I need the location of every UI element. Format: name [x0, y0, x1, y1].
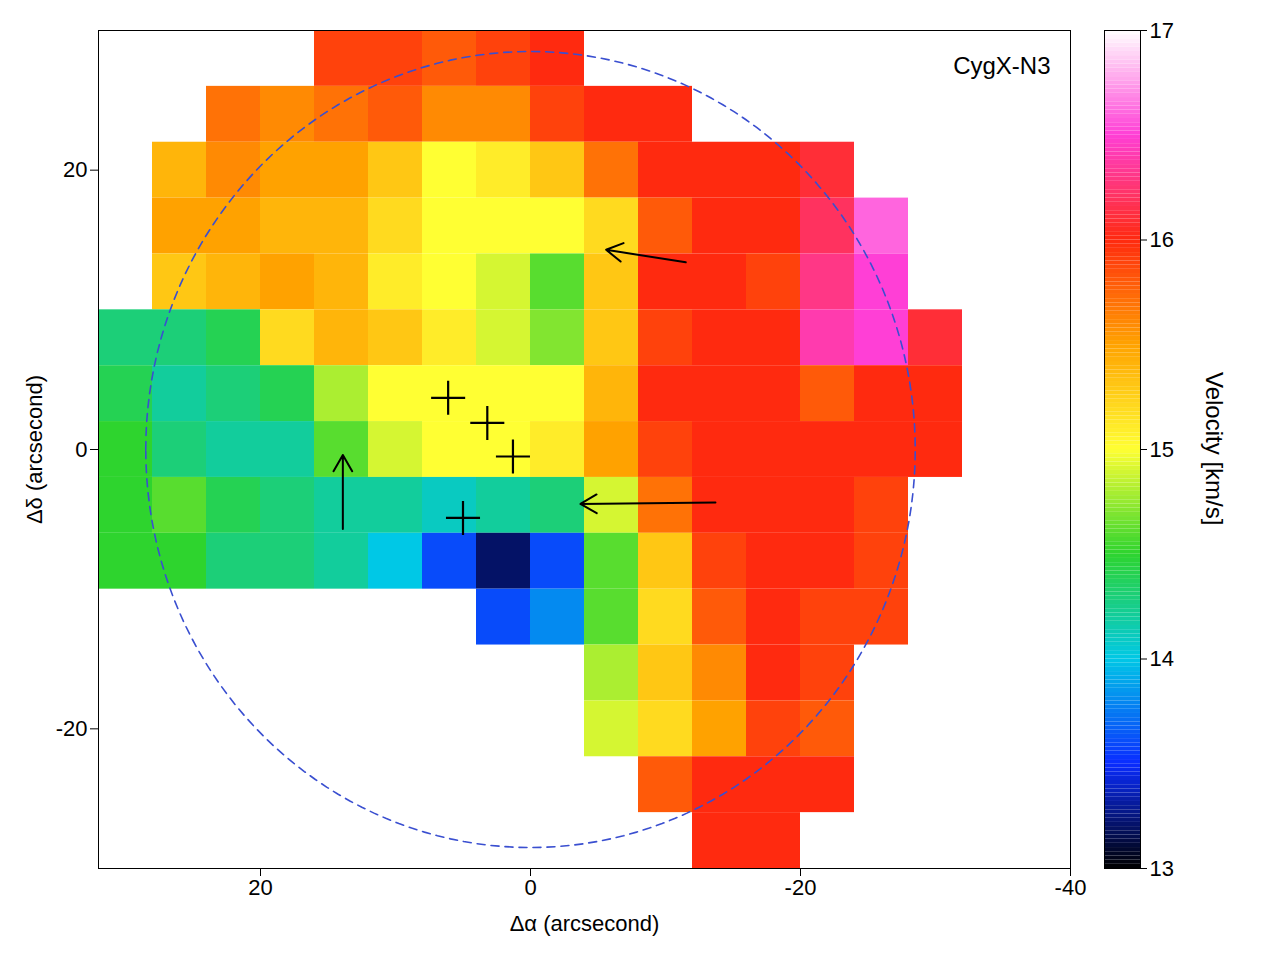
svg-text:-20: -20 [785, 875, 817, 900]
svg-text:CygX-N3: CygX-N3 [953, 52, 1050, 79]
svg-text:16: 16 [1150, 227, 1174, 252]
svg-text:13: 13 [1150, 856, 1174, 881]
svg-text:-40: -40 [1055, 875, 1087, 900]
svg-text:0: 0 [75, 437, 87, 462]
svg-text:-20: -20 [56, 716, 88, 741]
svg-text:Δδ (arcsecond): Δδ (arcsecond) [22, 375, 47, 524]
svg-text:15: 15 [1150, 437, 1174, 462]
svg-text:20: 20 [63, 157, 87, 182]
svg-text:20: 20 [248, 875, 272, 900]
svg-text:0: 0 [524, 875, 536, 900]
svg-text:17: 17 [1150, 18, 1174, 43]
svg-text:14: 14 [1150, 646, 1174, 671]
html-text:Velocity [km/s]: Velocity [km/s] [1201, 372, 1228, 526]
svg-text:Δα (arcsecond): Δα (arcsecond) [510, 911, 660, 936]
